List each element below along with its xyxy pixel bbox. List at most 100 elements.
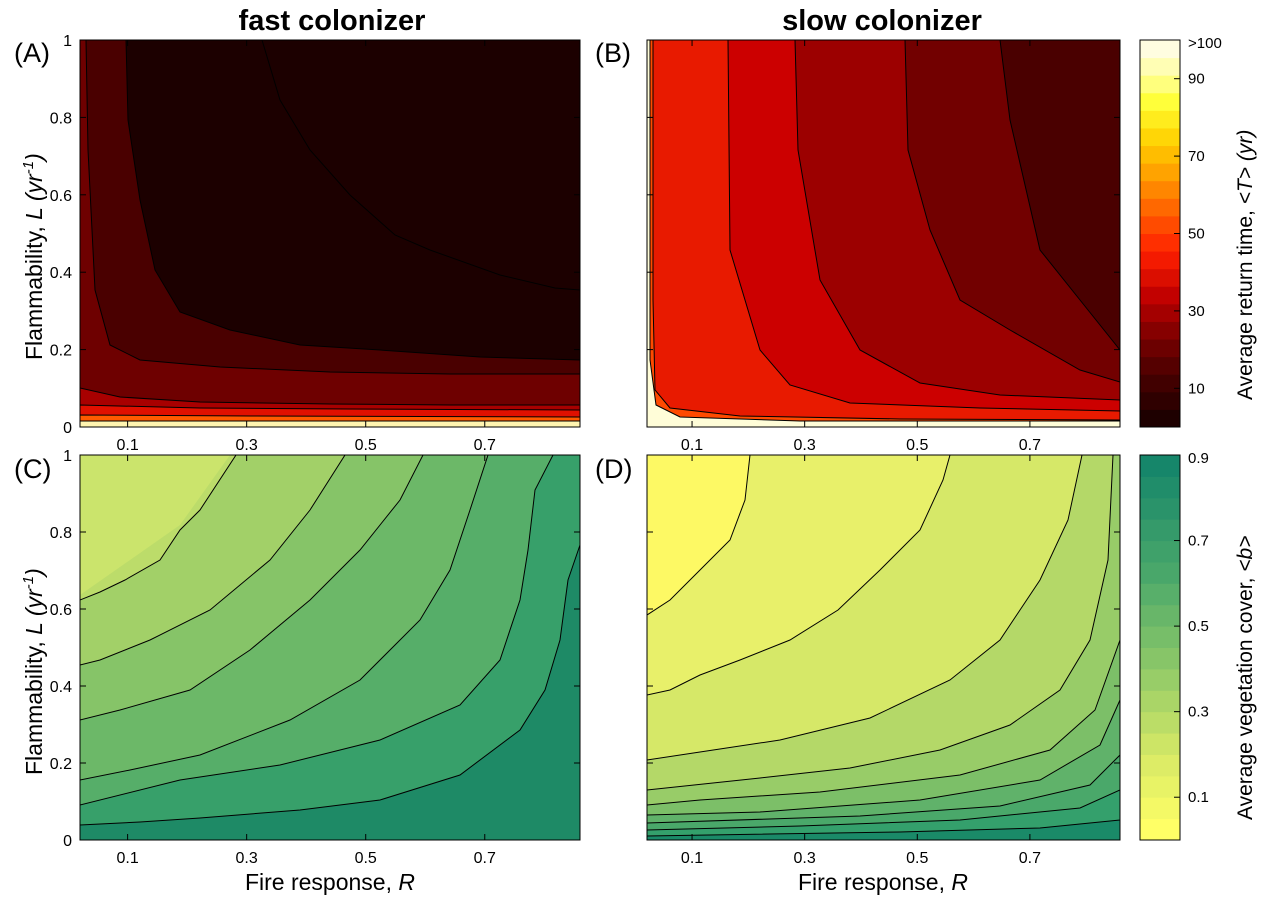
colorbar-return-time-band-4	[1140, 339, 1180, 358]
colorbar-return-time-tick-label-2: 70	[1188, 148, 1205, 165]
ylabel-top-unit-open: (yr	[21, 173, 47, 208]
panel-0-ytick-label-2: 0.4	[50, 265, 72, 282]
ylabel-bottom: Flammability, L (yr-1)	[20, 568, 47, 775]
panel-0-ytick-label-1: 0.2	[50, 343, 72, 360]
colorbar-vegetation-cover-label-var: <b>	[1234, 536, 1257, 572]
colorbar-vegetation-cover-band-13	[1140, 540, 1180, 563]
panel-a-band-4	[80, 40, 580, 427]
colorbar-return-time-band-11	[1140, 215, 1180, 234]
panel-d-plot	[647, 455, 1120, 840]
colorbar-vegetation-cover-band-15	[1140, 497, 1180, 520]
colorbar-vegetation-cover: 0.9 0.7 0.5 0.3 0.1	[1140, 450, 1209, 841]
colorbar-return-time-band-3	[1140, 356, 1180, 375]
colorbar-return-time-band-20	[1140, 57, 1180, 76]
colorbar-vegetation-cover-band-6	[1140, 690, 1180, 713]
panel-2-xtick-label-2: 0.5	[355, 850, 377, 867]
colorbar-return-time-tick-label-3: 50	[1188, 226, 1205, 243]
colorbar-return-time-tick-label-1: 90	[1188, 71, 1205, 88]
ylabel-bottom-var: L	[21, 622, 47, 634]
colorbar-vegetation-cover-band-12	[1140, 561, 1180, 584]
panel-a-contour-dark	[261, 40, 580, 291]
colorbar-vegetation-cover-tick-label-1: 0.7	[1188, 533, 1209, 550]
colorbar-return-time-band-16	[1140, 127, 1180, 147]
panel-d-band-top	[647, 455, 751, 616]
panel-0-xtick-label-2: 0.5	[355, 437, 377, 454]
panel-2-xtick-label-1: 0.3	[236, 850, 258, 867]
panel-2-ytick-label-2: 0.4	[50, 679, 72, 696]
panel-a-band-3	[80, 40, 580, 427]
panel-label-a: (A)	[14, 38, 50, 68]
colorbar-return-time-band-19	[1140, 75, 1180, 94]
ylabel-bottom-unit-open: (yr	[21, 588, 47, 623]
colorbar-vegetation-cover-band-8	[1140, 647, 1180, 670]
colorbar-return-time-tick-label-5: 10	[1188, 380, 1205, 397]
panel-3-xtick-label-1: 0.3	[794, 850, 816, 867]
colorbar-return-time-band-8	[1140, 268, 1180, 287]
ylabel-bottom-unit-exp: -1	[20, 576, 37, 589]
colorbar-return-time-tick-label-4: 30	[1188, 303, 1205, 320]
xlabel-left: Fire response, R	[245, 869, 415, 895]
colorbar-return-time-band-13	[1140, 180, 1180, 199]
panel-1-xtick-label-0: 0.1	[681, 437, 703, 454]
ylabel-top-unit-close: )	[21, 153, 47, 164]
colorbar-return-time-band-2	[1140, 374, 1180, 393]
colorbar-return-time-band-18	[1140, 92, 1180, 111]
colorbar-return-time-band-14	[1140, 163, 1180, 182]
panel-0-ytick-label-3: 0.6	[50, 188, 72, 205]
colorbar-vegetation-cover-frame	[1139, 454, 1181, 841]
colorbar-return-time-band-9	[1140, 251, 1180, 270]
colorbar-return-time-label-prefix: Average return time,	[1234, 204, 1257, 400]
panel-3-xtick-label-0: 0.1	[681, 850, 703, 867]
panel-d-frame	[646, 454, 1121, 841]
colorbar-vegetation-cover-label: Average vegetation cover, <b>	[1234, 536, 1257, 821]
colorbar-vegetation-cover-band-17	[1140, 455, 1180, 477]
panel-2-ytick-label-3: 0.6	[50, 602, 72, 619]
colorbar-vegetation-cover-band-10	[1140, 604, 1180, 627]
ylabel-bottom-prefix: Flammability,	[21, 635, 47, 775]
colorbar-vegetation-cover-band-1	[1140, 797, 1180, 820]
colorbar-vegetation-cover-label-prefix: Average vegetation cover,	[1234, 572, 1257, 820]
panel-label-d: (D)	[595, 454, 632, 484]
colorbar-return-time-tick-label-0: >100	[1188, 35, 1222, 52]
panel-label-b: (B)	[595, 38, 631, 68]
panel-0-ytick-label-4: 0.8	[50, 110, 72, 127]
colorbar-return-time-band-6	[1140, 303, 1180, 322]
colorbar-vegetation-cover-tick-label-0: 0.9	[1188, 450, 1209, 467]
colorbar-vegetation-cover-band-0	[1140, 818, 1180, 841]
xlabel-right: Fire response, R	[798, 869, 968, 895]
colorbar-vegetation-cover-band-16	[1140, 476, 1180, 499]
colorbar-return-time-band-0	[1140, 409, 1180, 428]
title-slow-colonizer: slow colonizer	[782, 5, 982, 37]
panel-1-xtick-label-3: 0.7	[1019, 437, 1041, 454]
panel-0-xtick-label-3: 0.7	[474, 437, 496, 454]
panel-c-frame	[79, 454, 581, 841]
panel-2-xtick-label-3: 0.7	[474, 850, 496, 867]
colorbar-return-time-label: Average return time, <T> (yr)	[1234, 130, 1257, 400]
panel-0-ytick-label-5: 1	[63, 33, 72, 50]
colorbar-vegetation-cover-band-11	[1140, 583, 1180, 606]
colorbar-return-time-frame	[1139, 39, 1181, 428]
panel-1-xtick-label-1: 0.3	[794, 437, 816, 454]
colorbar-vegetation-cover-band-4	[1140, 733, 1180, 755]
panel-2-ytick-label-1: 0.2	[50, 756, 72, 773]
colorbar-return-time-band-12	[1140, 198, 1180, 217]
colorbar-return-time: >100 90 70 50 30 10	[1140, 35, 1222, 428]
panel-2-xtick-label-0: 0.1	[116, 850, 138, 867]
ylabel-top-var: L	[21, 207, 47, 219]
panel-a-frame	[79, 39, 581, 428]
panel-b-frame	[646, 39, 1121, 428]
colorbar-return-time-band-17	[1140, 110, 1180, 129]
colorbar-vegetation-cover-band-3	[1140, 754, 1180, 777]
ylabel-bottom-unit-close: )	[21, 568, 47, 579]
colorbar-vegetation-cover-band-7	[1140, 668, 1180, 691]
xlabel-right-prefix: Fire response,	[798, 869, 951, 895]
panel-a-band-light	[80, 420, 580, 427]
panel-2-ytick-label-0: 0	[63, 833, 72, 850]
axis-ticks: 0.1 0.3 0.5 0.7 0 0.2 0.4 0.6 0.8 1 0.1 0.3 0.5 0.7 0.…	[50, 33, 1120, 867]
title-fast-colonizer: fast colonizer	[239, 5, 426, 37]
colorbar-return-time-band-5	[1140, 321, 1180, 340]
colorbar-return-time-band-1	[1140, 391, 1180, 410]
ylabel-top: Flammability, L (yr-1)	[20, 153, 47, 360]
panel-2-ytick-label-4: 0.8	[50, 525, 72, 542]
colorbar-vegetation-cover-tick-label-3: 0.3	[1188, 704, 1209, 721]
